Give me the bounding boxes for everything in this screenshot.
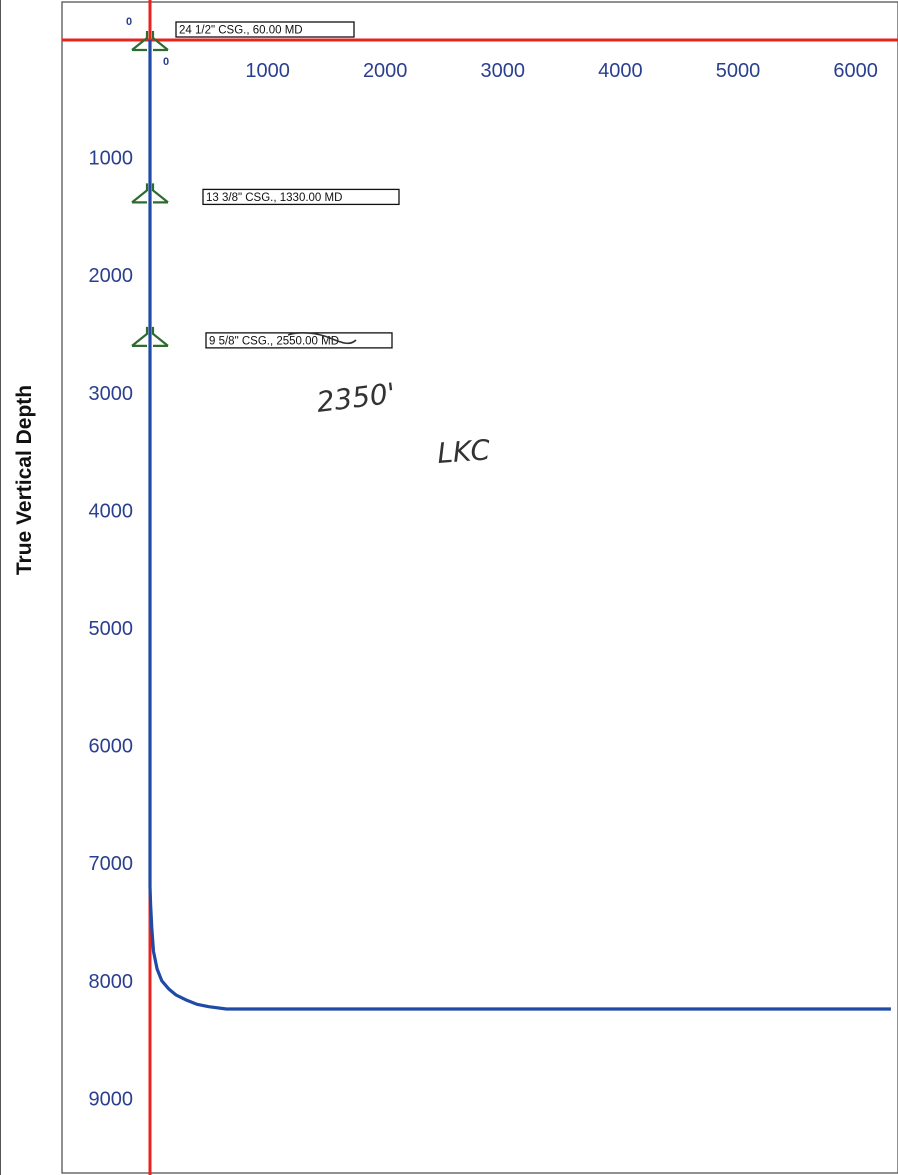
- y-axis-title: True Vertical Depth: [13, 385, 36, 575]
- casing-label-box: [175, 21, 355, 38]
- casing-label: 9 5/8" CSG., 2550.00 MD: [209, 335, 339, 347]
- casing-markers: 24 1/2" CSG., 60.00 MD 13 3/8" CSG., 1330…: [131, 21, 400, 349]
- y-tick-label: 3000: [89, 383, 134, 405]
- y-tick-label: 9000: [89, 1088, 134, 1110]
- casing-label: 13 3/8" CSG., 1330.00 MD: [206, 192, 342, 204]
- casing-shoe-marker: 13 3/8" CSG., 1330.00 MD: [131, 183, 400, 206]
- y-tick-label: 2000: [89, 265, 134, 287]
- casing-shoe-icon: [131, 326, 169, 347]
- x-tick-label: 3000: [481, 60, 526, 82]
- plot-frame: [61, 1, 898, 1174]
- casing-label: 24 1/2" CSG., 60.00 MD: [179, 25, 303, 37]
- casing-label-box: [202, 188, 400, 206]
- y-tick-labels: 1000 2000 3000 4000 5000 6000 7000 8000 9000: [89, 148, 134, 1111]
- well-path-line: [148, 40, 891, 1011]
- y-tick-label: 5000: [89, 618, 134, 640]
- x-tick-labels: 1000 2000 3000 4000 5000 6000: [245, 60, 878, 82]
- casing-shoe-icon: [131, 31, 169, 52]
- handwritten-note-formation: LKC: [436, 433, 491, 470]
- x-origin-label: 0: [126, 16, 132, 28]
- handwritten-strikethrough: [287, 332, 357, 345]
- casing-shoe-icon: [131, 183, 169, 204]
- y-tick-label: 1000: [89, 148, 134, 170]
- y-tick-label: 7000: [89, 853, 134, 875]
- y-tick-label: 8000: [89, 971, 134, 993]
- x-tick-label: 4000: [598, 60, 643, 82]
- y-tick-label: 4000: [89, 500, 134, 522]
- x-tick-label: 5000: [716, 60, 761, 82]
- y-tick-label: 6000: [89, 736, 134, 758]
- x-tick-label: 2000: [363, 60, 408, 82]
- casing-shoe-marker: 24 1/2" CSG., 60.00 MD: [131, 21, 355, 52]
- x-tick-label: 1000: [245, 60, 290, 82]
- x-tick-label: 6000: [833, 60, 878, 82]
- y-origin-label: 0: [163, 56, 169, 68]
